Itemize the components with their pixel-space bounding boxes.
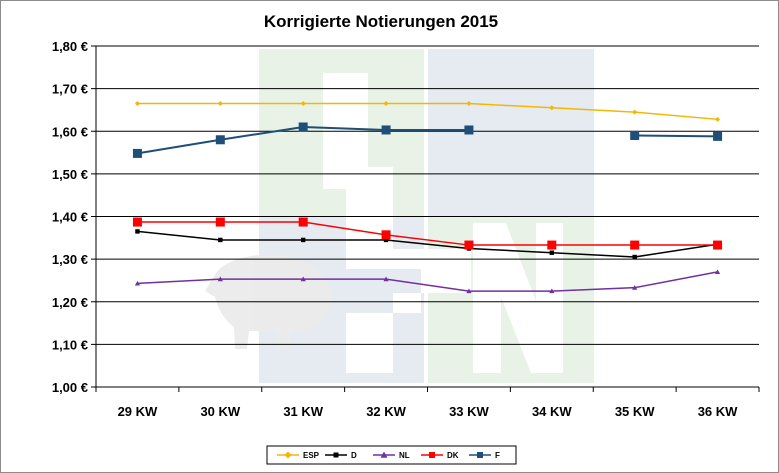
data-point-nl bbox=[714, 269, 721, 274]
y-tick-label: 1,40 € bbox=[52, 210, 88, 225]
legend-label: D bbox=[351, 451, 357, 460]
data-point-esp bbox=[466, 101, 472, 107]
series-line-d bbox=[137, 230, 718, 258]
legend-label: NL bbox=[399, 451, 410, 460]
data-point-dk bbox=[713, 240, 723, 250]
data-point-dk bbox=[630, 240, 640, 250]
y-tick-label: 1,50 € bbox=[52, 167, 88, 182]
data-point-d bbox=[549, 250, 555, 255]
legend-marker bbox=[429, 452, 435, 458]
x-tick-label: 35 KW bbox=[615, 404, 655, 419]
series-esp bbox=[134, 101, 721, 122]
x-tick-label: 36 KW bbox=[698, 404, 738, 419]
legend-label: DK bbox=[447, 451, 459, 460]
data-point-f bbox=[464, 125, 474, 135]
data-point-dk bbox=[132, 217, 142, 227]
legend-item-f: F bbox=[469, 451, 500, 460]
data-point-dk bbox=[547, 240, 557, 250]
y-tick-label: 1,30 € bbox=[52, 252, 88, 267]
y-tick-label: 1,60 € bbox=[52, 124, 88, 139]
legend-item-d: D bbox=[325, 451, 357, 460]
data-point-nl bbox=[632, 285, 638, 290]
data-point-esp bbox=[383, 101, 389, 107]
data-point-esp bbox=[549, 105, 555, 111]
data-point-nl bbox=[549, 288, 555, 294]
data-point-esp bbox=[134, 101, 140, 107]
series-line-nl bbox=[137, 271, 718, 292]
y-tick-label: 1,10 € bbox=[52, 337, 88, 352]
data-point-d bbox=[135, 229, 140, 234]
data-point-dk bbox=[381, 230, 391, 240]
data-point-nl bbox=[383, 276, 389, 282]
data-point-f bbox=[132, 148, 142, 158]
data-point-esp bbox=[632, 109, 638, 115]
series-nl bbox=[134, 269, 721, 294]
y-tick-label: 1,70 € bbox=[52, 82, 88, 97]
x-tick-label: 34 KW bbox=[532, 404, 572, 419]
x-axis: 29 KW 30 KW 31 KW 32 KW 33 KW 34 KW 35 KW 36 KW bbox=[95, 386, 760, 419]
data-point-d bbox=[300, 237, 306, 243]
legend-marker bbox=[284, 451, 292, 459]
legend-item-esp: ESP bbox=[277, 451, 320, 460]
series-line-esp bbox=[137, 102, 718, 121]
y-tick-label: 1,20 € bbox=[52, 295, 88, 310]
legend-label: F bbox=[495, 451, 500, 460]
data-point-f bbox=[713, 131, 723, 141]
series-line-f bbox=[634, 134, 718, 138]
y-tick-label: 1,80 € bbox=[52, 39, 88, 54]
data-point-dk bbox=[464, 240, 474, 250]
data-point-esp bbox=[300, 101, 306, 107]
data-point-d bbox=[632, 254, 637, 260]
data-point-d bbox=[383, 237, 389, 243]
data-point-f bbox=[630, 131, 640, 141]
data-point-nl bbox=[466, 288, 472, 294]
data-point-d bbox=[218, 237, 223, 243]
x-tick-label: 33 KW bbox=[449, 404, 489, 419]
series-f bbox=[132, 122, 723, 158]
data-point-dk bbox=[298, 217, 308, 227]
data-point-esp bbox=[217, 101, 223, 107]
legend-item-dk: DK bbox=[421, 451, 459, 460]
y-tick-label: 1,00 € bbox=[52, 380, 88, 395]
x-tick-label: 30 KW bbox=[200, 404, 240, 419]
data-point-nl bbox=[300, 276, 306, 282]
data-point-esp bbox=[715, 116, 721, 122]
legend-marker bbox=[333, 452, 339, 458]
data-point-dk bbox=[215, 217, 225, 227]
legend: ESP D NL DK F bbox=[266, 445, 517, 465]
x-tick-label: 31 KW bbox=[283, 404, 323, 419]
legend-item-nl: NL bbox=[373, 451, 410, 460]
data-point-f bbox=[215, 135, 225, 145]
data-point-nl bbox=[134, 280, 141, 286]
data-point-nl bbox=[217, 276, 223, 282]
x-tick-label: 29 KW bbox=[118, 404, 158, 419]
y-axis: 1,00 € 1,10 € 1,20 € 1,30 € 1,40 € 1,50 € 1,60… bbox=[52, 39, 97, 395]
legend-marker bbox=[380, 451, 388, 458]
x-tick-label: 32 KW bbox=[366, 404, 406, 419]
grid-lines bbox=[96, 45, 759, 345]
legend-label: ESP bbox=[303, 451, 320, 460]
legend-marker bbox=[477, 452, 483, 458]
data-point-f bbox=[381, 125, 391, 135]
series-dk bbox=[132, 217, 723, 250]
data-point-f bbox=[298, 122, 308, 132]
chart-title: Korrigierte Notierungen 2015 bbox=[264, 12, 498, 31]
series-layer bbox=[132, 101, 723, 294]
series-line-dk bbox=[137, 221, 718, 246]
